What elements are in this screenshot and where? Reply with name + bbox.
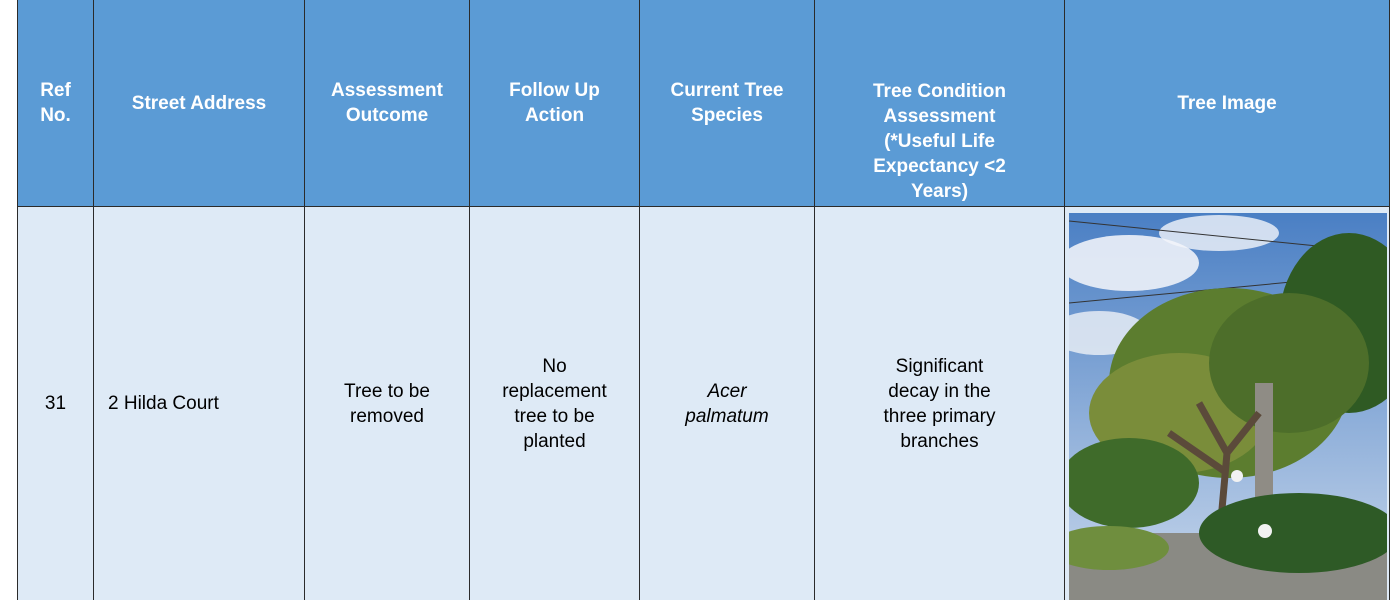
tree-image [1069,213,1387,600]
header-cell: Assessment Outcome [305,0,470,207]
body-cell: Acer palmatum [640,207,815,600]
header-cell: Tree Condition Assessment (*Useful Life … [815,0,1065,207]
body-cell: Significant decay in the three primary b… [815,207,1065,600]
table: Ref No. Street Address Assessment Outcom… [17,0,1390,600]
body-cell: 31 [17,207,94,600]
header-cell: Follow Up Action [470,0,640,207]
body-cell: 2 Hilda Court [94,207,305,600]
header-cell: Tree Image [1065,0,1390,207]
header-cell: Street Address [94,0,305,207]
header-cell: Current Tree Species [640,0,815,207]
body-cell: No replacement tree to be planted [470,207,640,600]
body-cell: Tree to be removed [305,207,470,600]
header-cell: Ref No. [17,0,94,207]
image-cell [1065,207,1390,600]
